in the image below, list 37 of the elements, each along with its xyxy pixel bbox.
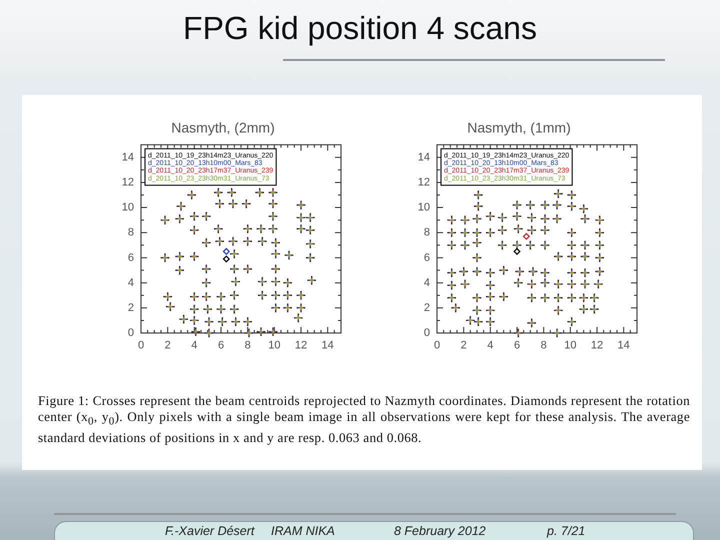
y-tick-label: 4 bbox=[424, 276, 430, 289]
y-tick-label: 14 bbox=[122, 151, 134, 164]
y-tick-label: 2 bbox=[128, 302, 134, 314]
y-tick-label: 8 bbox=[128, 226, 134, 239]
x-tick-label: 12 bbox=[294, 340, 308, 352]
x-tick-label: 6 bbox=[514, 340, 520, 352]
y-tick-label: 6 bbox=[128, 252, 134, 264]
y-tick-label: 0 bbox=[424, 327, 430, 340]
y-tick-label: 8 bbox=[424, 226, 430, 239]
x-tick-label: 14 bbox=[322, 340, 334, 352]
chart-title: Nasmyth, (2mm) bbox=[171, 119, 275, 136]
y-tick-label: 6 bbox=[424, 252, 430, 264]
chart-title: Nasmyth, (1mm) bbox=[467, 119, 571, 136]
x-tick-label: 4 bbox=[487, 340, 494, 352]
x-tick-label: 14 bbox=[618, 340, 630, 352]
y-tick-label: 4 bbox=[128, 276, 134, 289]
y-tick-label: 10 bbox=[122, 202, 134, 214]
x-tick-label: 10 bbox=[564, 340, 576, 352]
x-tick-label: 8 bbox=[244, 340, 251, 352]
footer-bar: F.-Xavier Désert IRAM NIKA 8 February 2012 p. 7/21 bbox=[54, 521, 694, 540]
y-tick-label: 10 bbox=[418, 202, 430, 214]
x-tick-label: 2 bbox=[460, 340, 467, 352]
text: FPG kid position 4 scans bbox=[182, 10, 538, 47]
y-tick-label: 0 bbox=[128, 327, 134, 340]
x-tick-label: 8 bbox=[540, 340, 547, 352]
caption: Figure 1: Crosses represent the beam centroids reprojected to Nazmyth coordinates. Diamonds represent the rotation center (x$_{0}$, y$_{0}$). Only pixels with a single beam image in all observations were kept for these analysis. The average standard deviations of positions in x and y are resp. 0.063 and 0.068. bbox=[38, 393, 690, 447]
x-tick-label: 12 bbox=[590, 340, 604, 352]
x-tick-label: 0 bbox=[434, 340, 440, 352]
x-tick-label: 2 bbox=[164, 340, 171, 352]
y-tick-label: 2 bbox=[424, 302, 430, 314]
y-tick-label: 12 bbox=[122, 176, 134, 188]
y-tick-label: 12 bbox=[418, 176, 430, 188]
x-tick-label: 4 bbox=[191, 340, 198, 352]
x-tick-label: 6 bbox=[218, 340, 224, 352]
x-tick-label: 0 bbox=[138, 340, 144, 352]
x-tick-label: 10 bbox=[268, 340, 280, 352]
y-tick-label: 14 bbox=[418, 151, 430, 164]
